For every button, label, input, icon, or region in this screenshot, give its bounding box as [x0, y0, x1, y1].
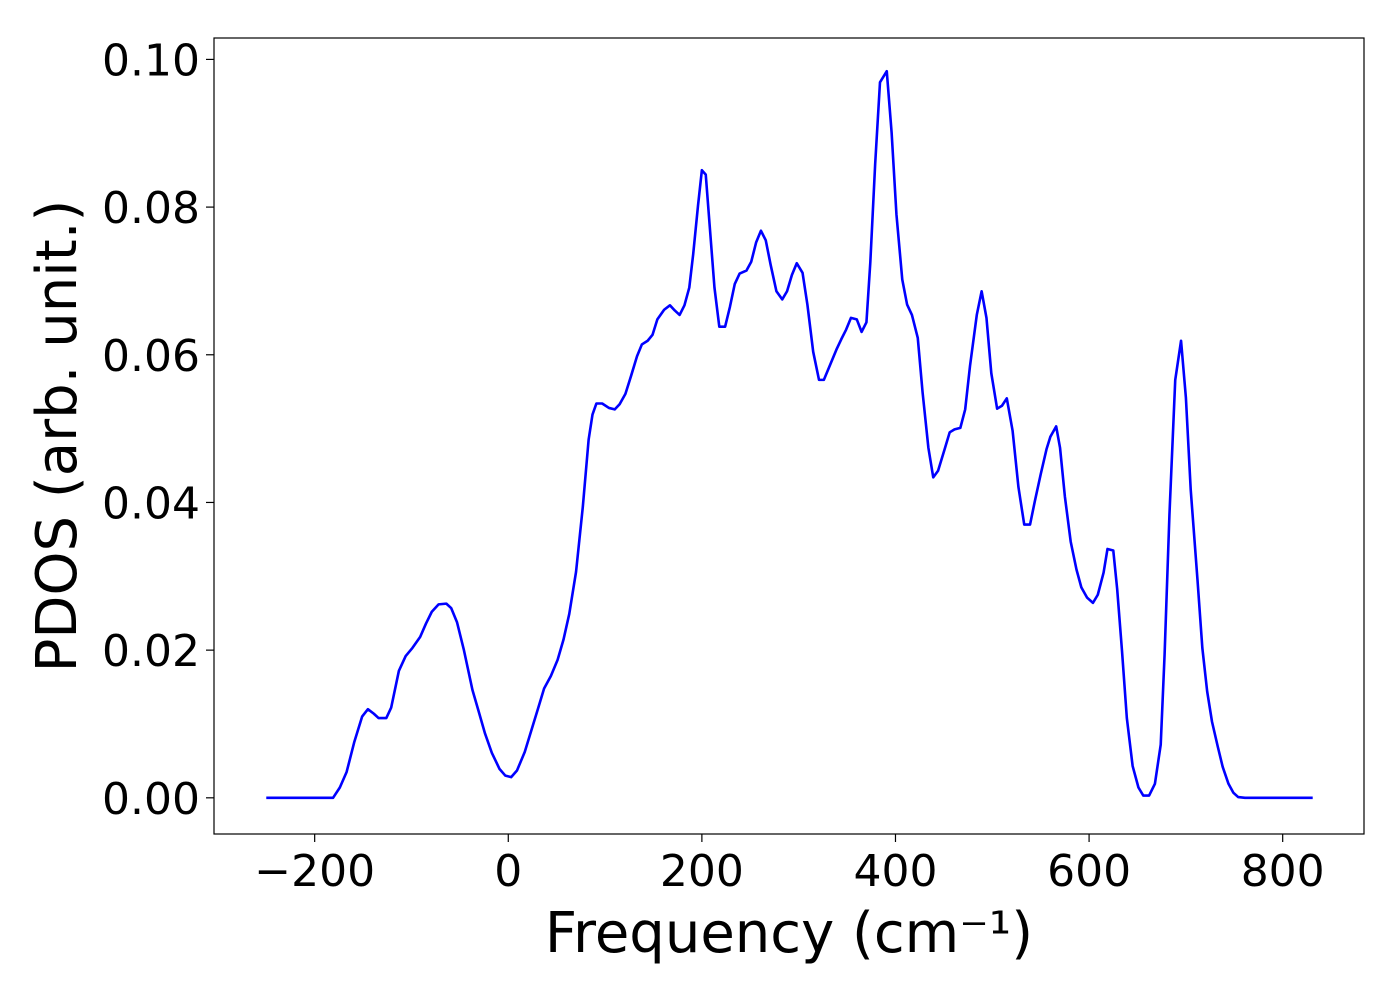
- x-tick-label: 0: [494, 846, 522, 897]
- y-tick-label: 0.08: [102, 183, 200, 234]
- x-tick-label: 600: [1047, 846, 1131, 897]
- y-axis-label: PDOS (arb. unit.): [25, 200, 90, 673]
- pdos-line: [266, 69, 1313, 800]
- x-tick-label: −200: [254, 846, 375, 897]
- y-tick-label: 0.10: [102, 35, 200, 86]
- x-tick-label: 400: [853, 846, 937, 897]
- x-tick-label: 800: [1241, 846, 1325, 897]
- plot-frame: [213, 37, 1365, 835]
- y-tick-label: 0.04: [102, 478, 200, 529]
- y-tick-label: 0.02: [102, 626, 200, 677]
- x-tick-label: 200: [660, 846, 744, 897]
- x-axis-label: Frequency (cm⁻¹): [545, 901, 1033, 966]
- y-tick-label: 0.06: [102, 331, 200, 382]
- y-tick-label: 0.00: [102, 774, 200, 825]
